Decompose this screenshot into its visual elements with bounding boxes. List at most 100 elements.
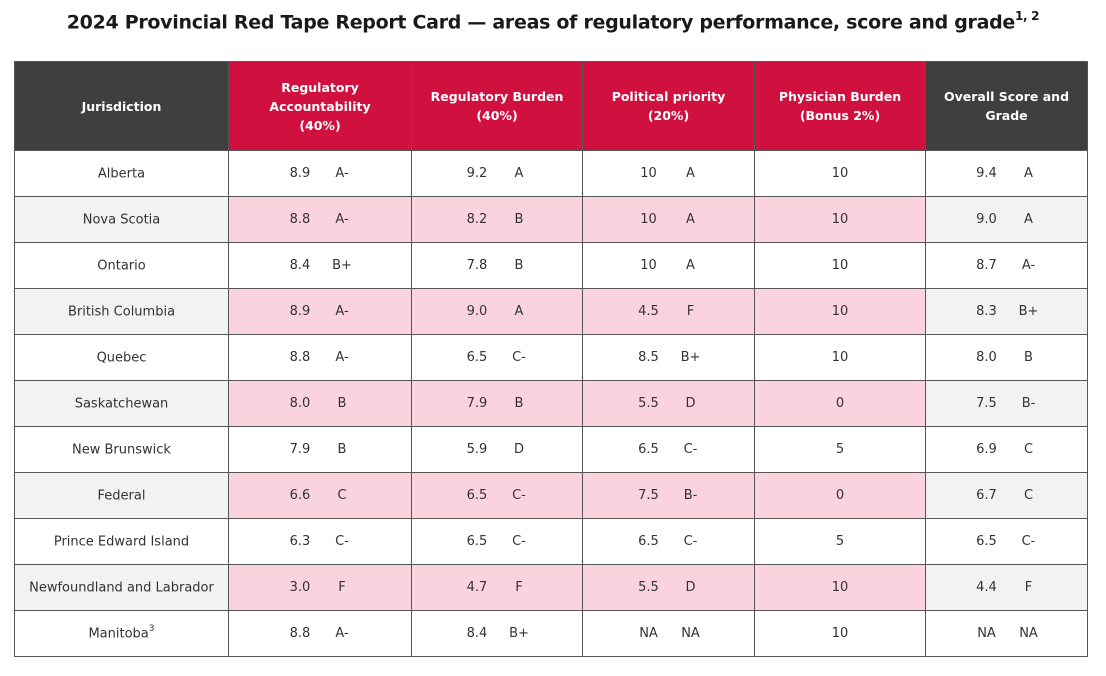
accountability-grade: A- <box>335 166 349 181</box>
jurisdiction-cell: British Columbia <box>14 288 229 335</box>
overall-score: 8.3 <box>976 304 997 319</box>
overall-cell: NA NA <box>925 610 1088 657</box>
jurisdiction-cell: Newfoundland and Labrador <box>14 564 229 611</box>
accountability-cell: 8.9 A- <box>228 288 412 335</box>
overall-grade: B <box>1024 350 1033 365</box>
accountability-grade: B <box>337 396 347 411</box>
priority-cell: 6.5 C- <box>582 426 755 473</box>
header-row: Jurisdiction Regulatory Accountability (4… <box>14 61 1088 151</box>
accountability-score: 6.6 <box>289 488 311 503</box>
priority-cell: 4.5 F <box>582 288 755 335</box>
burden-score: 8.4 <box>466 626 488 641</box>
overall-cell: 7.5 B- <box>925 380 1088 427</box>
priority-cell: 5.5 D <box>582 380 755 427</box>
priority-score: 10 <box>640 258 657 273</box>
accountability-cell: 8.8 A- <box>228 610 412 657</box>
physician-score: 10 <box>831 626 849 641</box>
accountability-grade: C- <box>335 534 349 549</box>
overall-cell: 6.7 C <box>925 472 1088 519</box>
burden-cell: 6.5 C- <box>411 472 583 519</box>
table-row: Quebec 8.8 A- 6.5 C- 8.5 B+ 10 8.0 B <box>14 334 1088 381</box>
jurisdiction-cell: Federal <box>14 472 229 519</box>
priority-grade: C- <box>683 534 698 549</box>
accountability-cell: 8.9 A- <box>228 150 412 197</box>
burden-score: 6.5 <box>466 350 488 365</box>
accountability-cell: 6.6 C <box>228 472 412 519</box>
overall-cell: 8.7 A- <box>925 242 1088 289</box>
burden-grade: B <box>514 212 524 227</box>
accountability-score: 8.0 <box>289 396 311 411</box>
burden-grade: B <box>514 258 524 273</box>
overall-grade: C <box>1023 488 1034 503</box>
priority-grade: D <box>685 396 696 411</box>
overall-grade: A- <box>1021 258 1036 273</box>
priority-grade: B- <box>683 488 698 503</box>
jurisdiction-cell: Prince Edward Island <box>14 518 229 565</box>
burden-cell: 5.9 D <box>411 426 583 473</box>
priority-cell: 10 A <box>582 242 755 289</box>
priority-score: 10 <box>640 212 657 227</box>
footnote-marker: 3 <box>148 624 155 635</box>
physician-cell: 5 <box>754 518 926 565</box>
physician-cell: 10 <box>754 610 926 657</box>
accountability-grade: A- <box>335 350 349 365</box>
overall-cell: 8.0 B <box>925 334 1088 381</box>
overall-cell: 8.3 B+ <box>925 288 1088 335</box>
overall-score: 7.5 <box>976 396 997 411</box>
jurisdiction-name: Prince Edward Island <box>53 534 190 550</box>
priority-score: 5.5 <box>638 580 659 595</box>
physician-cell: 10 <box>754 288 926 335</box>
accountability-grade: B <box>337 442 347 457</box>
overall-score: 6.9 <box>976 442 997 457</box>
overall-grade: C- <box>1021 534 1036 549</box>
accountability-score: 8.8 <box>289 626 311 641</box>
physician-score: 0 <box>835 488 845 503</box>
table-row: Newfoundland and Labrador 3.0 F 4.7 F 5.5 D 10 4… <box>14 564 1088 611</box>
burden-cell: 4.7 F <box>411 564 583 611</box>
overall-score: NA <box>977 626 996 641</box>
jurisdiction-cell: Alberta <box>14 150 229 197</box>
physician-score: 10 <box>831 304 849 319</box>
header-political-priority: Political priority (20%) <box>582 61 755 151</box>
burden-grade: D <box>513 442 524 457</box>
overall-score: 8.7 <box>976 258 997 273</box>
jurisdiction-name: Nova Scotia <box>82 212 161 228</box>
burden-grade: B <box>514 396 524 411</box>
header-regulatory-burden: Regulatory Burden (40%) <box>411 61 583 151</box>
priority-grade: A <box>686 258 695 273</box>
burden-cell: 9.0 A <box>411 288 583 335</box>
burden-cell: 7.9 B <box>411 380 583 427</box>
jurisdiction-cell: Manitoba3 <box>14 610 229 657</box>
physician-score: 10 <box>831 580 849 595</box>
physician-cell: 5 <box>754 426 926 473</box>
physician-cell: 10 <box>754 242 926 289</box>
priority-score: 8.5 <box>638 350 659 365</box>
jurisdiction-name: Federal <box>97 488 146 504</box>
physician-score: 5 <box>835 534 845 549</box>
jurisdiction-name: Ontario <box>97 258 146 274</box>
priority-cell: 5.5 D <box>582 564 755 611</box>
priority-score: 5.5 <box>638 396 659 411</box>
jurisdiction-name: New Brunswick <box>72 442 171 458</box>
burden-score: 7.8 <box>466 258 488 273</box>
accountability-cell: 8.4 B+ <box>228 242 412 289</box>
burden-grade: B+ <box>509 626 529 641</box>
priority-cell: 7.5 B- <box>582 472 755 519</box>
table-row: Nova Scotia 8.8 A- 8.2 B 10 A 10 9.0 A <box>14 196 1088 243</box>
overall-grade: A <box>1024 166 1033 181</box>
accountability-score: 6.3 <box>289 534 311 549</box>
burden-grade: C- <box>512 534 526 549</box>
overall-grade: B- <box>1021 396 1036 411</box>
overall-score: 6.5 <box>976 534 997 549</box>
physician-cell: 10 <box>754 564 926 611</box>
burden-cell: 8.4 B+ <box>411 610 583 657</box>
table-row: Manitoba3 8.8 A- 8.4 B+ NA NA 10 NA NA <box>14 610 1088 657</box>
priority-score: 4.5 <box>638 304 659 319</box>
table-row: British Columbia 8.9 A- 9.0 A 4.5 F 10 8.3 B+ <box>14 288 1088 335</box>
physician-cell: 10 <box>754 334 926 381</box>
priority-grade: B+ <box>680 350 701 365</box>
priority-grade: D <box>685 580 696 595</box>
priority-grade: A <box>686 212 695 227</box>
priority-score: NA <box>639 626 658 641</box>
priority-cell: 10 A <box>582 196 755 243</box>
